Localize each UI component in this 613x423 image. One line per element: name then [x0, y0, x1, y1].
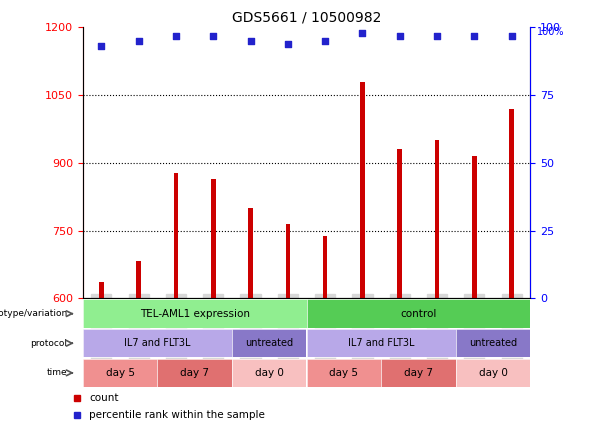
Point [395, 32, 405, 39]
Text: genotype/variation: genotype/variation [0, 309, 67, 318]
Point [507, 32, 517, 39]
Bar [472, 156, 476, 298]
Point [96, 43, 106, 50]
Bar [173, 173, 178, 298]
Text: control: control [400, 309, 436, 319]
Point [134, 38, 143, 44]
Bar [360, 82, 365, 298]
Text: IL7 and FLT3L: IL7 and FLT3L [348, 338, 414, 348]
Text: untreated: untreated [245, 338, 293, 348]
Text: day 5: day 5 [329, 368, 358, 378]
Text: day 0: day 0 [255, 368, 284, 378]
Text: day 7: day 7 [180, 368, 209, 378]
Text: IL7 and FLT3L: IL7 and FLT3L [124, 338, 191, 348]
Title: GDS5661 / 10500982: GDS5661 / 10500982 [232, 11, 381, 25]
Text: 100%: 100% [537, 27, 565, 38]
Point [357, 30, 367, 36]
Point [432, 32, 442, 39]
Bar [137, 261, 141, 298]
Text: percentile rank within the sample: percentile rank within the sample [89, 409, 265, 420]
Text: TEL-AML1 expression: TEL-AML1 expression [140, 309, 249, 319]
Point [246, 38, 256, 44]
Text: day 0: day 0 [479, 368, 508, 378]
Text: day 7: day 7 [404, 368, 433, 378]
Bar [397, 149, 402, 298]
Text: protocol: protocol [31, 339, 67, 348]
Text: untreated: untreated [469, 338, 517, 348]
Text: count: count [89, 393, 118, 403]
Bar [323, 236, 327, 298]
Bar [286, 224, 290, 298]
Point [283, 40, 293, 47]
Point [171, 32, 181, 39]
Point [208, 32, 218, 39]
Point [470, 32, 479, 39]
Bar [509, 109, 514, 298]
Bar [99, 283, 104, 298]
Text: day 5: day 5 [105, 368, 134, 378]
Point [320, 38, 330, 44]
Text: time: time [47, 368, 67, 377]
Bar [248, 208, 253, 298]
Bar [435, 140, 440, 298]
Bar [211, 179, 216, 298]
